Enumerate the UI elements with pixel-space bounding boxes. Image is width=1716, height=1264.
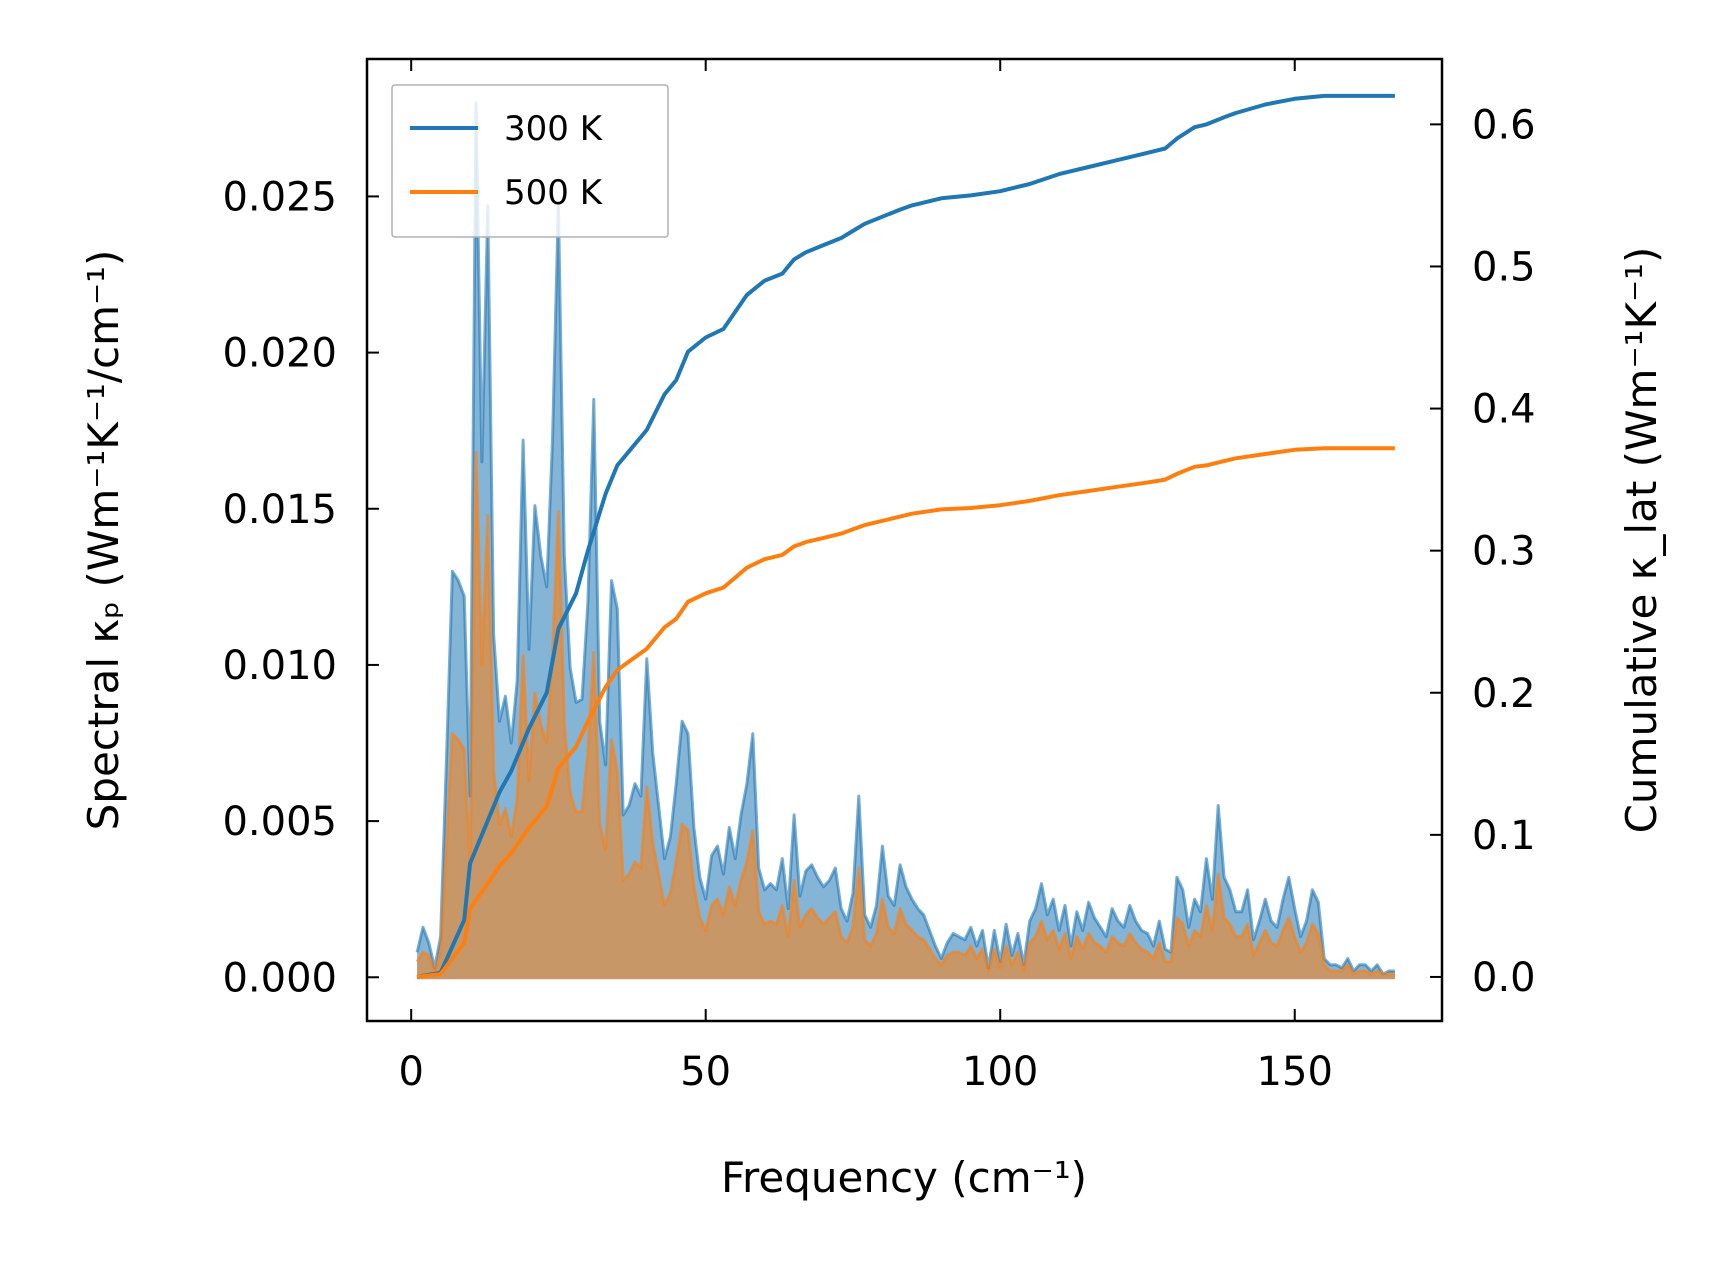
x-axis-title: Frequency (cm⁻¹) xyxy=(721,1153,1087,1202)
x-tick-label: 50 xyxy=(680,1049,731,1095)
y-right-tick-label: 0.3 xyxy=(1472,529,1536,575)
x-tick-label: 100 xyxy=(962,1049,1038,1095)
y-left-tick-label: 0.000 xyxy=(222,955,337,1001)
y-left-tick-label: 0.020 xyxy=(222,331,337,377)
spectral-line-500k xyxy=(415,451,1395,976)
axes-frame xyxy=(365,57,1444,1023)
y-left-tick-label: 0.010 xyxy=(222,643,337,689)
cumulative-line-500k xyxy=(416,446,1395,979)
spectral-area-500k xyxy=(417,452,1395,978)
y-right-tick-label: 0.0 xyxy=(1472,955,1536,1001)
y-right-tick-label: 0.5 xyxy=(1472,244,1536,290)
spectral-line-300k xyxy=(415,101,1395,976)
y-left-tick-label: 0.005 xyxy=(222,799,337,845)
y-left-tick-label: 0.015 xyxy=(222,487,337,533)
x-tick-label: 150 xyxy=(1257,1049,1333,1095)
axes-border xyxy=(365,57,1444,1023)
legend: 300 K 500 K xyxy=(391,84,669,238)
y-right-tick-label: 0.2 xyxy=(1472,671,1536,717)
y-axis-right-title: Cumulative κ_lat (Wm⁻¹K⁻¹) xyxy=(1617,247,1666,834)
legend-frame xyxy=(391,84,669,238)
legend-label-300k: 300 K xyxy=(504,109,604,149)
y-right-tick-label: 0.6 xyxy=(1472,102,1536,148)
cumulative-line-300k xyxy=(416,93,1395,979)
y-right-tick-label: 0.4 xyxy=(1472,387,1536,433)
y-left-tick-label: 0.025 xyxy=(222,174,337,220)
y-axis-left-title: Spectral κₚ (Wm⁻¹K⁻¹/cm⁻¹) xyxy=(79,250,128,831)
ticks: 0 50 100 150 0.000 0.005 0.010 0.015 0.020 0.025 0… xyxy=(222,59,1536,1095)
legend-label-500k: 500 K xyxy=(504,173,604,213)
y-right-tick-label: 0.1 xyxy=(1472,813,1536,859)
plot-area xyxy=(415,93,1395,980)
x-tick-label: 0 xyxy=(398,1049,423,1095)
